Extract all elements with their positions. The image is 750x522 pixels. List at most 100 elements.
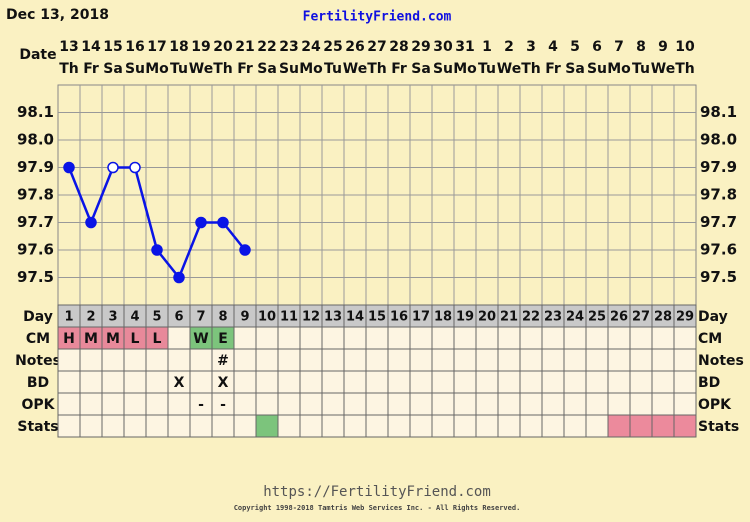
date-label: 3 (526, 39, 536, 55)
cm-cell (497, 326, 521, 350)
date-label: 20 (213, 39, 233, 55)
stats-cell (629, 414, 653, 438)
stats-cell (211, 414, 235, 438)
day-label: 3 (108, 310, 117, 325)
weekday-label: Sa (411, 61, 431, 77)
y-tick-label: 97.7 (700, 213, 737, 231)
bd-cell (365, 370, 389, 394)
cm-cell (519, 326, 543, 350)
opk-cell (167, 392, 191, 416)
weekday-label: Mo (145, 61, 169, 77)
bd-cell (277, 370, 301, 394)
stats-cell (299, 414, 323, 438)
day-label: 23 (544, 310, 562, 325)
row-label: Notes (15, 353, 61, 369)
stats-cell (563, 414, 587, 438)
notes-value: # (217, 353, 229, 369)
opk-cell (365, 392, 389, 416)
bd-cell (101, 370, 125, 394)
bd-cell (453, 370, 477, 394)
notes-cell (343, 348, 367, 372)
opk-cell (475, 392, 499, 416)
cm-cell (585, 326, 609, 350)
cm-cell (673, 326, 697, 350)
date-label: 16 (125, 39, 144, 55)
stats-cell (343, 414, 367, 438)
day-label: 21 (500, 310, 518, 325)
bd-cell (541, 370, 565, 394)
opk-cell (145, 392, 169, 416)
opk-cell (673, 392, 697, 416)
weekday-label: Sa (565, 61, 585, 77)
stats-cell (497, 414, 521, 438)
date-label: 30 (433, 39, 453, 55)
weekday-label: Mo (607, 61, 631, 77)
y-tick-label: 97.8 (17, 186, 54, 204)
day-label: 15 (368, 310, 386, 325)
date-label: 14 (81, 39, 101, 55)
cm-value: M (84, 331, 98, 347)
y-tick-label: 97.5 (17, 268, 54, 286)
y-tick-label: 97.9 (700, 158, 737, 176)
date-label: 18 (169, 39, 188, 55)
bd-cell (299, 370, 323, 394)
day-label: 20 (478, 310, 496, 325)
temp-point (151, 244, 163, 256)
cm-value: L (153, 331, 162, 347)
row-label: Day (698, 309, 728, 325)
opk-cell (321, 392, 345, 416)
cm-cell (651, 326, 675, 350)
bd-cell (233, 370, 257, 394)
day-label: 27 (632, 310, 650, 325)
row-label: BD (27, 375, 49, 391)
bd-cell (343, 370, 367, 394)
weekday-label: We (189, 61, 213, 77)
date-label: 8 (636, 39, 646, 55)
stats-cell (79, 414, 103, 438)
stats-cell (167, 414, 191, 438)
weekday-label: Sa (103, 61, 123, 77)
weekday-label: Sa (257, 61, 277, 77)
cm-cell (629, 326, 653, 350)
cm-cell (343, 326, 367, 350)
temp-point (107, 161, 119, 174)
notes-cell (299, 348, 323, 372)
weekday-label: Su (279, 61, 299, 77)
weekday-label: Fr (83, 61, 99, 77)
stats-cell (673, 414, 697, 438)
copyright: Copyright 1998-2018 Tamtris Web Services… (234, 504, 521, 512)
cm-cell (431, 326, 455, 350)
day-label: 24 (566, 310, 584, 325)
cm-value: H (63, 331, 75, 347)
opk-cell (387, 392, 411, 416)
weekday-label: We (343, 61, 367, 77)
chart-date: Dec 13, 2018 (6, 7, 109, 23)
notes-cell (123, 348, 147, 372)
date-label: 19 (191, 39, 210, 55)
day-label: 14 (346, 310, 364, 325)
opk-cell (585, 392, 609, 416)
row-label: Day (23, 309, 53, 325)
date-label: 23 (279, 39, 298, 55)
notes-cell (409, 348, 433, 372)
notes-cell (629, 348, 653, 372)
day-label: 12 (302, 310, 320, 325)
notes-cell (585, 348, 609, 372)
day-label: 4 (130, 310, 139, 325)
stats-cell (541, 414, 565, 438)
cm-cell (321, 326, 345, 350)
y-tick-label: 98.0 (700, 131, 737, 149)
weekday-label: Mo (299, 61, 323, 77)
cm-cell (233, 326, 257, 350)
y-tick-label: 97.8 (700, 186, 737, 204)
notes-cell (431, 348, 455, 372)
stats-cell (255, 414, 279, 438)
stats-cell (233, 414, 257, 438)
stats-cell (365, 414, 389, 438)
date-label: 26 (345, 39, 364, 55)
row-label: Notes (698, 353, 744, 369)
date-label: 2 (504, 39, 514, 55)
notes-cell (189, 348, 213, 372)
stats-cell (321, 414, 345, 438)
